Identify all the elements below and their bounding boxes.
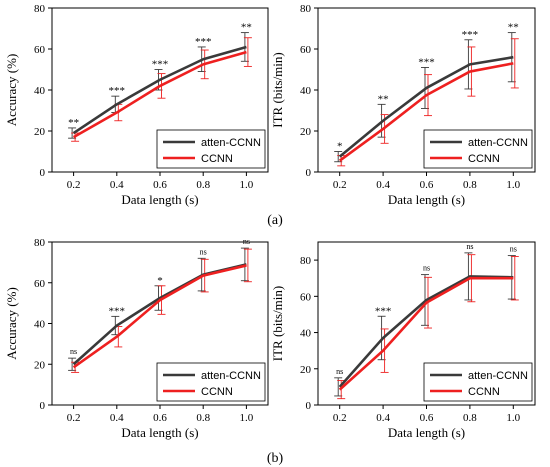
y-tick-label: 60 [34,44,46,56]
y-tick-label: 20 [300,364,312,376]
y-tick-label: 60 [34,278,46,290]
y-tick-label: 80 [300,3,312,15]
chart-b-left: 0.2 0.4 0.6 0.8 1.0 0 20 40 60 80 Data length (s) A… [4,237,269,440]
x-tick-label: 1.0 [506,412,520,424]
significance-label: ns [336,367,343,376]
legend-label: CCNN [468,386,500,398]
y-tick-label: 80 [34,3,46,15]
x-tick-label: 0.8 [196,179,210,191]
x-tick-label: 0.6 [153,179,167,191]
legend-box [423,129,533,169]
x-tick-label: 0.8 [463,412,477,424]
x-tick-label: 1.0 [240,179,254,191]
x-tick-label: 0.2 [67,412,81,424]
y-tick-label: 20 [34,359,46,371]
y-tick-label: 0 [306,400,312,412]
significance-label: ** [68,117,79,129]
legend-label: CCNN [201,386,233,398]
chart-a-left: 0.2 0.4 0.6 0.8 1.0 0 20 40 60 80 Data length (s) A… [4,3,269,207]
significance-label: ns [70,347,77,356]
x-tick-label: 0.8 [463,179,477,191]
y-tick-label: 80 [34,237,46,249]
x-tick-label: 0.2 [67,179,81,191]
x-tick-label: 0.6 [420,412,434,424]
legend-box [156,362,266,402]
legend: atten-CCNN CCNN [423,362,533,402]
significance-label: ns [510,245,517,254]
legend: atten-CCNN CCNN [156,129,266,169]
x-tick-label: 0.2 [333,412,347,424]
series-line-ccnn [72,50,247,139]
x-tick-label: 1.0 [240,412,254,424]
x-tick-label: 0.4 [110,179,124,191]
significance-label: *** [109,305,126,317]
legend-box [423,362,533,402]
x-tick-label: 0.2 [333,179,347,191]
significance-label: ** [241,22,252,34]
legend-label: CCNN [468,153,500,165]
y-tick-label: 60 [300,291,312,303]
y-tick-label: 40 [34,85,46,97]
x-tick-label: 1.0 [506,179,520,191]
y-axis-label: Accuracy (%) [4,287,19,360]
significance-label: *** [109,85,126,97]
y-tick-label: 0 [40,167,46,179]
y-axis-label: ITR (bits/min) [270,286,285,361]
x-axis-label: Data length (s) [121,192,198,207]
y-tick-label: 60 [300,44,312,56]
significance-label: * [157,275,163,287]
y-tick-label: 20 [34,126,46,138]
caption-a: (a) [267,213,283,228]
x-tick-label: 0.6 [153,412,167,424]
series-line-atten-ccnn [338,275,514,388]
legend-box [156,129,266,169]
x-axis-label: Data length (s) [388,192,465,207]
significance-label: ns [423,264,430,273]
chart-a-right: 0.2 0.4 0.6 0.8 1.0 0 20 40 60 80 Data length (s) I… [270,3,536,207]
significance-label: *** [195,36,212,48]
series-line-atten-ccnn [338,55,514,158]
legend: atten-CCNN CCNN [156,362,266,402]
significance-label: ** [378,93,389,105]
caption-b: (b) [267,451,284,466]
legend-label: atten-CCNN [468,137,528,149]
x-tick-label: 0.4 [376,179,390,191]
significance-label: *** [418,56,435,68]
x-tick-label: 0.4 [110,412,124,424]
significance-label: *** [375,305,392,317]
x-tick-label: 0.6 [420,179,434,191]
x-tick-label: 0.4 [376,412,390,424]
legend-label: atten-CCNN [201,137,261,149]
legend-label: atten-CCNN [468,370,528,382]
x-axis-label: Data length (s) [388,425,465,440]
y-tick-label: 0 [306,167,312,179]
significance-label: ns [200,247,207,256]
y-axis-label: Accuracy (%) [4,54,19,127]
y-tick-label: 40 [300,85,312,97]
series-line-ccnn [72,264,247,369]
y-tick-label: 40 [300,328,312,340]
series-line-ccnn [338,276,514,391]
y-tick-label: 80 [300,255,312,267]
significance-label: *** [152,59,169,71]
y-axis-label: ITR (bits/min) [270,52,285,127]
x-tick-label: 0.8 [196,412,210,424]
significance-label: ** [508,22,519,34]
legend: atten-CCNN CCNN [423,129,533,169]
y-tick-label: 40 [34,319,46,331]
y-tick-label: 0 [40,400,46,412]
series-line-atten-ccnn [72,45,247,135]
chart-b-right: 0.2 0.4 0.6 0.8 1.0 0 20 40 60 80 Data length (s) I… [270,241,536,440]
legend-label: atten-CCNN [201,370,261,382]
significance-label: ns [466,242,473,251]
significance-label: * [337,141,343,153]
y-tick-label: 20 [300,126,312,138]
series-line-ccnn [338,62,514,162]
legend-label: CCNN [201,153,233,165]
significance-label: *** [462,29,479,41]
x-axis-label: Data length (s) [121,425,198,440]
significance-label: ns [243,237,250,246]
